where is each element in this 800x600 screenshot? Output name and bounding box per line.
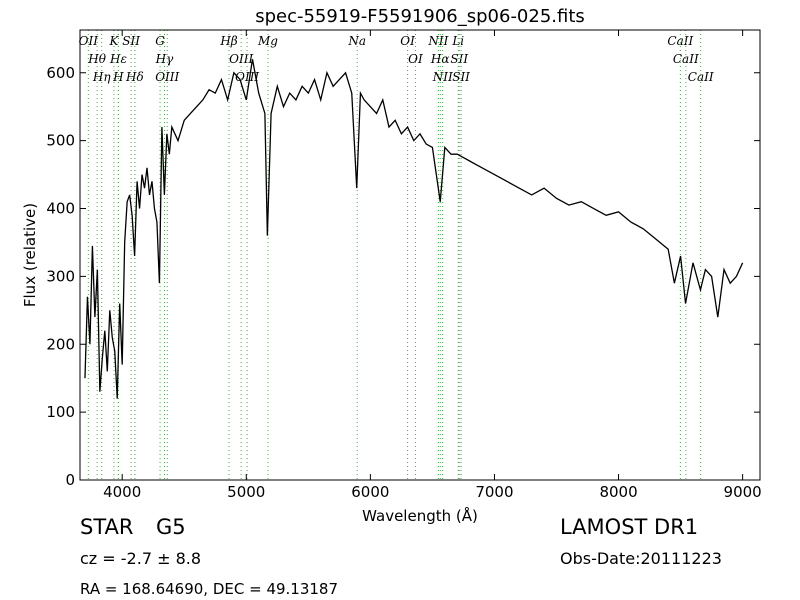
annotation-label: CaII <box>688 70 714 84</box>
annotation-label: Hη <box>92 70 111 84</box>
y-tick-label: 0 <box>65 471 75 489</box>
annotation-label: Na <box>347 34 366 48</box>
y-tick-label: 400 <box>46 200 75 218</box>
annotation-label: NII <box>432 70 453 84</box>
y-tick-label: 100 <box>46 403 75 421</box>
redshift: cz = -2.7 ± 8.8 <box>80 549 201 568</box>
annotation-label: Li <box>451 34 464 48</box>
x-tick-label: 6000 <box>351 483 389 501</box>
annotation-label: NII <box>427 34 448 48</box>
annotation-label: Hγ <box>155 52 174 66</box>
annotation-label: H <box>112 70 124 84</box>
annotation-label: K <box>109 34 120 48</box>
coordinates: RA = 168.64690, DEC = 49.13187 <box>80 580 338 598</box>
annotation-label: OII <box>79 34 99 48</box>
annotation-label: Hθ <box>87 52 106 66</box>
x-axis-label: Wavelength (Å) <box>362 506 478 525</box>
annotation-label: Hδ <box>125 70 144 84</box>
annotation-label: SII <box>452 70 470 84</box>
spectrum-line <box>84 59 744 399</box>
x-tick-label: 9000 <box>724 483 762 501</box>
annotation-label: SII <box>450 52 468 66</box>
annotation-label: G <box>155 34 165 48</box>
object-subclass: G5 <box>156 515 186 539</box>
chart-title: spec-55919-F5591906_sp06-025.fits <box>255 6 585 27</box>
y-tick-label: 300 <box>46 267 75 285</box>
annotation-label: Mg <box>257 34 278 48</box>
annotation-label: OIII <box>155 70 179 84</box>
x-tick-label: 7000 <box>475 483 513 501</box>
x-tick-label: 4000 <box>103 483 141 501</box>
survey: LAMOST DR1 <box>560 515 698 539</box>
annotation-label: OIII <box>235 70 259 84</box>
y-tick-label: 600 <box>46 64 75 82</box>
y-tick-label: 500 <box>46 132 75 150</box>
annotation-label: OI <box>400 34 415 48</box>
annotation-label: CaII <box>667 34 693 48</box>
object-class: STAR <box>80 515 133 539</box>
x-tick-label: 5000 <box>227 483 265 501</box>
obs-date: Obs-Date:20111223 <box>560 549 722 568</box>
annotation-label: OI <box>408 52 423 66</box>
plot-frame <box>79 29 761 481</box>
x-tick-label: 8000 <box>599 483 637 501</box>
annotation-label: OIII <box>229 52 253 66</box>
y-tick-label: 200 <box>46 335 75 353</box>
annotation-label: Hβ <box>219 34 237 48</box>
annotation-label: Hα <box>430 52 450 66</box>
annotation-label: CaII <box>673 52 699 66</box>
annotation-label: SII <box>122 34 140 48</box>
y-axis-label: Flux (relative) <box>21 203 39 307</box>
